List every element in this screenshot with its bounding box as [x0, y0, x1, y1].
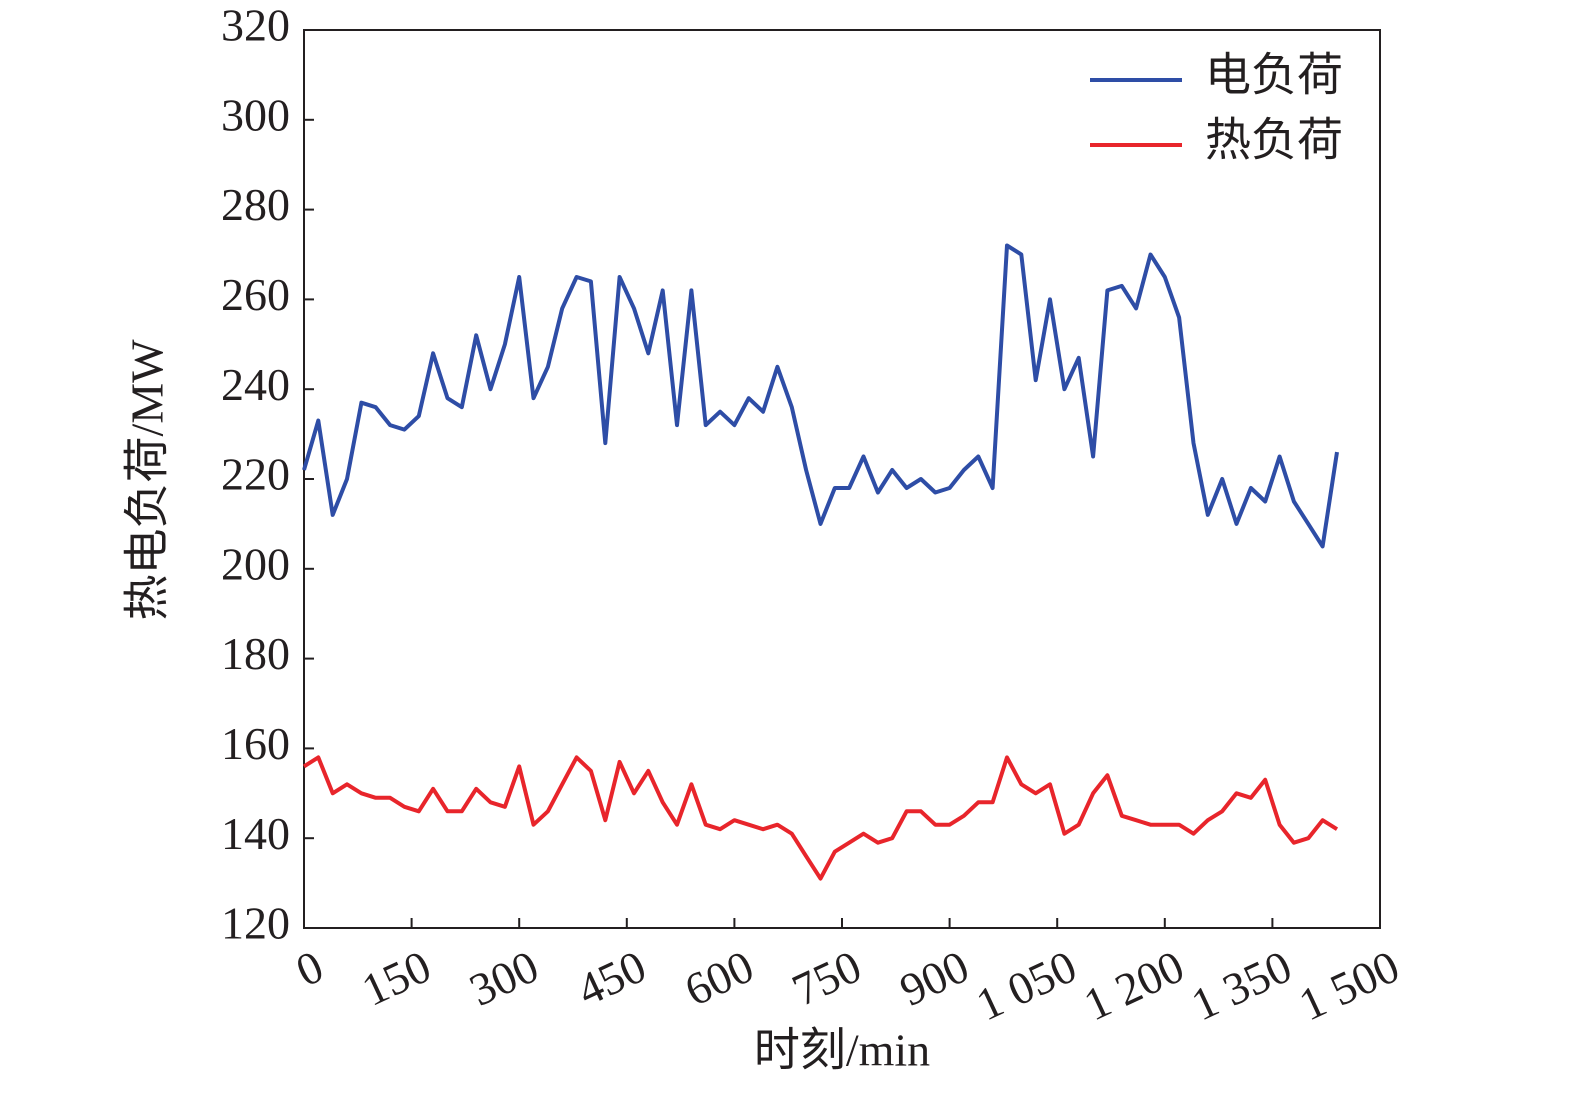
y-tick-label: 300: [221, 89, 290, 140]
y-tick-label: 120: [221, 898, 290, 949]
series-line: [302, 755, 1339, 881]
x-tick-label: 1 050: [969, 940, 1084, 1030]
x-tick-label: 150: [354, 940, 438, 1015]
y-tick-label: 160: [221, 718, 290, 769]
y-tick-label: 320: [221, 0, 290, 51]
y-tick-label: 280: [221, 179, 290, 230]
y-tick-label: 140: [221, 808, 290, 859]
x-tick-label: 1 200: [1076, 940, 1191, 1030]
x-tick-label: 750: [785, 940, 869, 1015]
x-tick-label: 0: [288, 940, 330, 996]
y-axis-label: 热电负荷/MW: [122, 339, 173, 621]
x-tick-label: 600: [677, 940, 761, 1015]
y-tick-label: 240: [221, 359, 290, 410]
x-tick-label: 1 350: [1184, 940, 1299, 1030]
x-tick-label: 450: [569, 940, 653, 1015]
legend-label: 热负荷: [1205, 115, 1343, 166]
y-tick-label: 200: [221, 538, 290, 589]
x-tick-label: 300: [462, 940, 546, 1015]
y-tick-label: 260: [221, 269, 290, 320]
x-tick-label: 900: [892, 940, 976, 1015]
y-tick-label: 220: [221, 449, 290, 500]
series-line: [302, 243, 1339, 549]
x-axis-label: 时刻/min: [754, 1025, 930, 1076]
x-tick-label: 1 500: [1291, 940, 1406, 1030]
y-tick-label: 180: [221, 628, 290, 679]
legend-label: 电负荷: [1205, 50, 1343, 101]
